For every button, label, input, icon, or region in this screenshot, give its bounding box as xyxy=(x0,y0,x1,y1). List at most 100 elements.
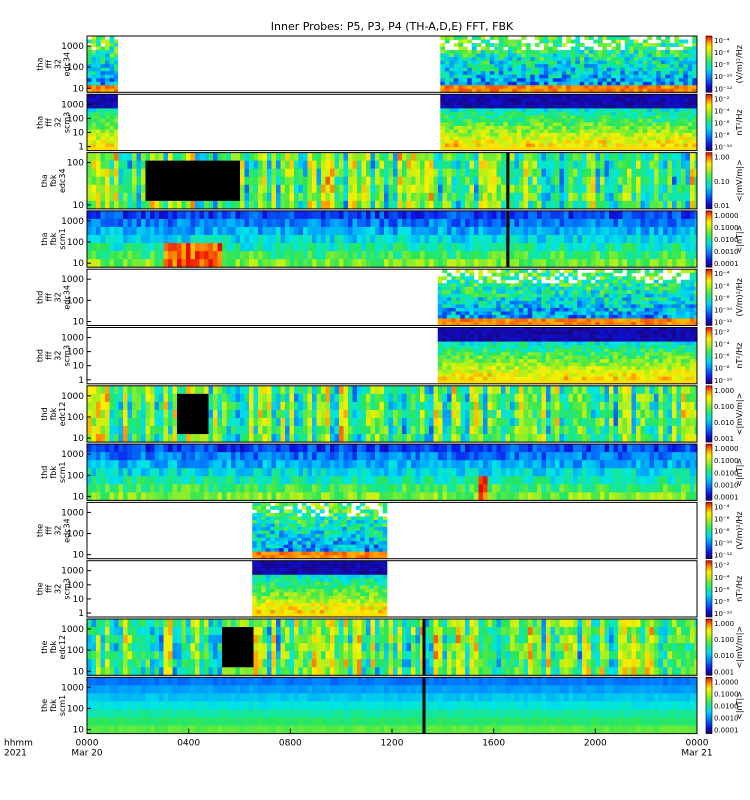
spectrogram-cell xyxy=(543,46,549,51)
spectrogram-cell xyxy=(476,101,482,106)
spectrogram-cell xyxy=(629,136,635,141)
spectrogram-cell xyxy=(100,251,106,260)
spectrogram-cell xyxy=(570,143,576,148)
spectrogram-cell xyxy=(458,115,464,120)
spectrogram-cell xyxy=(521,78,527,83)
spectrogram-cell xyxy=(653,279,659,284)
spectrogram-cell xyxy=(482,297,488,302)
spectrogram-cell xyxy=(660,43,666,47)
spectrogram-cell xyxy=(100,104,106,109)
spectrogram-cell xyxy=(570,60,576,65)
spectrogram-cell xyxy=(694,176,698,186)
spectrogram-cell xyxy=(316,226,322,236)
spectrogram-cell xyxy=(575,60,581,65)
spectrogram-cell xyxy=(609,226,614,236)
spectrogram-cell xyxy=(638,104,644,109)
spectrogram-cell xyxy=(678,136,684,141)
spectrogram-cell xyxy=(681,218,686,228)
spectrogram-cell xyxy=(334,152,340,162)
spectrogram-cell xyxy=(325,168,331,178)
spectrogram-cell xyxy=(186,200,191,210)
spectrogram-cell xyxy=(649,321,655,326)
spectrogram-cell xyxy=(680,297,686,302)
spectrogram-cell xyxy=(476,111,482,116)
spectrogram-cell xyxy=(456,210,461,220)
spectrogram-cell xyxy=(622,300,628,305)
y-tick-label: 1000 xyxy=(61,100,84,110)
spectrogram-cell xyxy=(352,210,358,220)
spectrogram-cell xyxy=(665,53,671,58)
spectrogram-cell xyxy=(460,359,466,364)
spectrogram-cell xyxy=(559,168,565,178)
spectrogram-cell xyxy=(489,71,495,76)
spectrogram-cell xyxy=(442,210,448,220)
spectrogram-cell xyxy=(442,307,448,312)
spectrogram-cell xyxy=(109,111,115,116)
spectrogram-cell xyxy=(606,133,612,137)
spectrogram-cell xyxy=(521,36,527,40)
spectrogram-cell xyxy=(453,143,459,148)
spectrogram-cell xyxy=(525,104,531,109)
spectrogram-cell xyxy=(114,67,118,72)
colorbar-tick-label: 1.0000 xyxy=(714,212,739,220)
spectrogram-cell xyxy=(478,269,484,274)
spectrogram-cell xyxy=(136,251,142,260)
spectrogram-cell xyxy=(671,314,677,319)
y-tick-label: 10 xyxy=(73,318,85,328)
spectrogram-cell xyxy=(674,60,680,65)
spectrogram-cell xyxy=(519,200,524,210)
spectrogram-cell xyxy=(674,108,680,113)
spectrogram-cell xyxy=(276,210,281,220)
spectrogram-cell xyxy=(676,251,682,260)
spectrogram-cell xyxy=(584,46,590,51)
spectrogram-cell xyxy=(446,348,452,353)
spectrogram-cell xyxy=(339,243,344,252)
spectrogram-cell xyxy=(190,176,196,186)
spectrogram-cell xyxy=(667,168,673,178)
spectrogram-cell xyxy=(480,78,486,83)
spectrogram-cell xyxy=(411,200,416,210)
spectrogram-cell xyxy=(141,184,146,194)
spectrogram-cell xyxy=(633,43,639,47)
spectrogram-cell xyxy=(539,129,545,134)
spectrogram-cell xyxy=(543,133,549,137)
spectrogram-cell xyxy=(662,300,668,305)
spectrogram-cell xyxy=(512,104,518,109)
spectrogram-cell xyxy=(626,286,632,291)
spectrogram-cell xyxy=(613,176,619,186)
spectrogram-cell xyxy=(608,304,614,309)
spectrogram-cell xyxy=(570,108,576,113)
spectrogram-cell xyxy=(644,286,650,291)
spectrogram-cell xyxy=(561,101,567,106)
spectrogram-cell xyxy=(469,192,475,202)
spectrogram-cell xyxy=(442,276,448,281)
spectrogram-cell xyxy=(465,243,470,252)
spectrogram-cell xyxy=(581,318,587,323)
spectrogram-cell xyxy=(316,168,322,178)
spectrogram-cell xyxy=(527,321,533,326)
spectrogram-cell xyxy=(464,290,470,295)
spectrogram-cell xyxy=(689,304,695,309)
spectrogram-cell xyxy=(181,243,187,252)
spectrogram-cell xyxy=(635,300,641,305)
spectrogram-cell xyxy=(267,168,272,178)
spectrogram-cell xyxy=(554,293,560,298)
spectrogram-cell xyxy=(307,168,313,178)
spectrogram-cell xyxy=(489,97,495,102)
spectrogram-cell xyxy=(525,115,531,120)
spectrogram-cell xyxy=(473,318,479,323)
spectrogram-cell xyxy=(87,152,92,162)
spectrogram-cell xyxy=(528,184,533,194)
spectrogram-cell xyxy=(640,279,646,284)
spectrogram-cell xyxy=(609,235,614,244)
spectrogram-cell xyxy=(584,129,590,134)
spectrogram-cell xyxy=(132,243,137,252)
spectrogram-cell xyxy=(496,251,502,260)
spectrogram-cell xyxy=(582,184,587,194)
spectrogram-cell xyxy=(485,101,491,106)
spectrogram-cell xyxy=(437,338,443,342)
spectrogram-cell xyxy=(534,50,540,54)
spectrogram-cell xyxy=(437,286,443,291)
spectrogram-cell xyxy=(690,243,695,252)
spectrogram-cell xyxy=(593,125,599,130)
